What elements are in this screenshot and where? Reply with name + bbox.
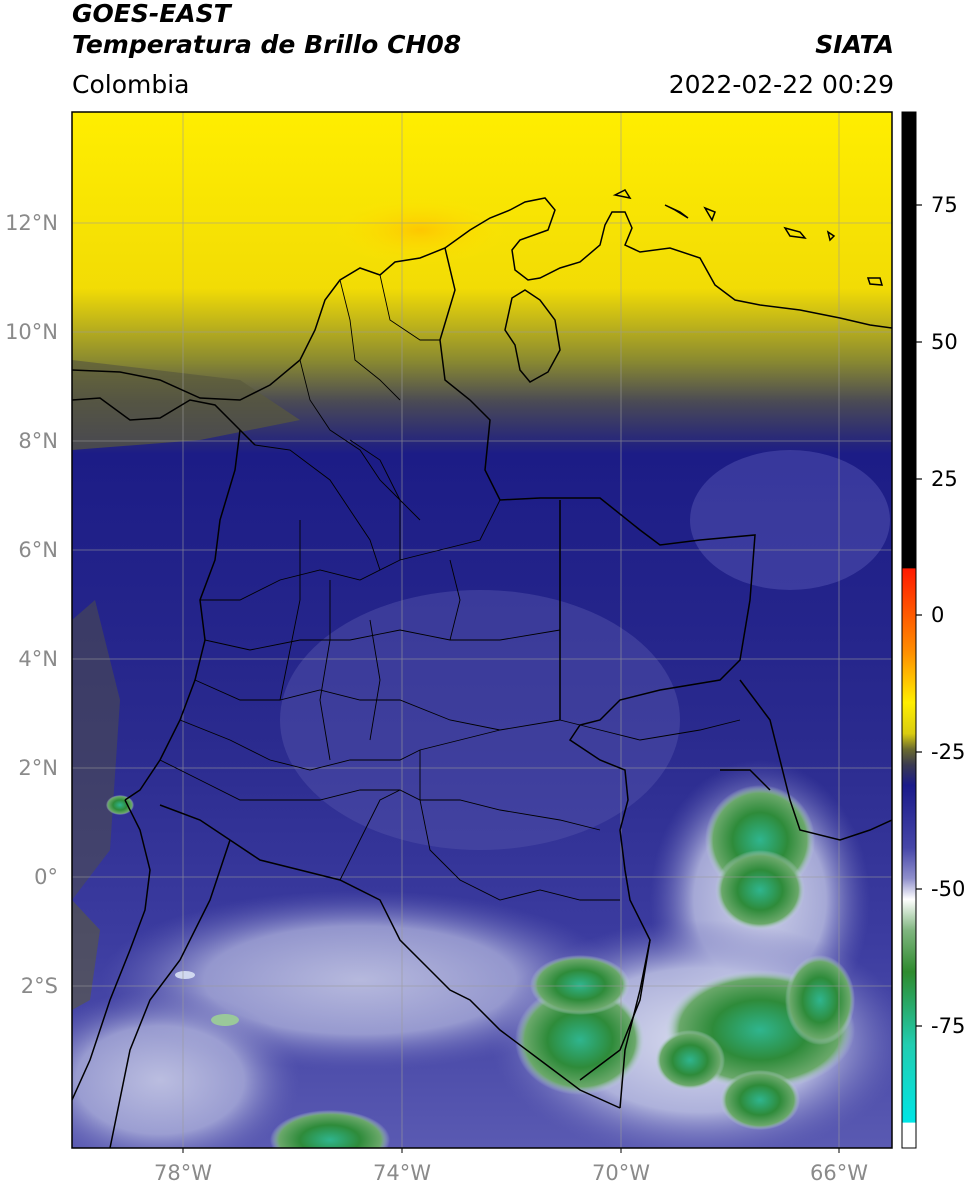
lat-label: 12°N <box>5 211 58 235</box>
colorbar-label: 75 <box>931 193 958 217</box>
lat-label: 8°N <box>18 429 58 453</box>
title-line-2: Temperatura de Brillo CH08 <box>72 30 462 59</box>
colorbar-ticks <box>916 204 922 1027</box>
lat-label: 10°N <box>5 320 58 344</box>
satellite-image <box>72 112 892 1148</box>
colorbar-label: 50 <box>931 330 958 354</box>
colorbar-label: -75 <box>931 1014 966 1038</box>
lon-label: 70°W <box>592 1161 650 1185</box>
lon-label: 74°W <box>373 1161 431 1185</box>
map-ticks <box>182 1148 840 1153</box>
map-frame <box>71 111 893 1149</box>
region-subtitle: Colombia <box>72 70 190 99</box>
colorbar-label: 25 <box>931 467 958 491</box>
lon-label: 78°W <box>154 1161 212 1185</box>
lat-label: 2°S <box>20 974 58 998</box>
timestamp: 2022-02-22 00:29 <box>668 70 894 99</box>
lon-label: 66°W <box>810 1161 868 1185</box>
department-boundaries <box>159 274 741 901</box>
lat-label: 4°N <box>18 647 58 671</box>
lat-label: 0° <box>34 865 58 889</box>
boundaries <box>72 189 892 1148</box>
colorbar-label: 0 <box>931 603 945 627</box>
source-title: SIATA <box>815 30 894 59</box>
title-line-1: GOES-EAST <box>72 0 231 28</box>
lat-label: 6°N <box>18 538 58 562</box>
colorbar <box>901 111 917 1149</box>
lat-label: 2°N <box>18 756 58 780</box>
colorbar-label: -25 <box>931 740 966 764</box>
colorbar-label: -50 <box>931 877 966 901</box>
